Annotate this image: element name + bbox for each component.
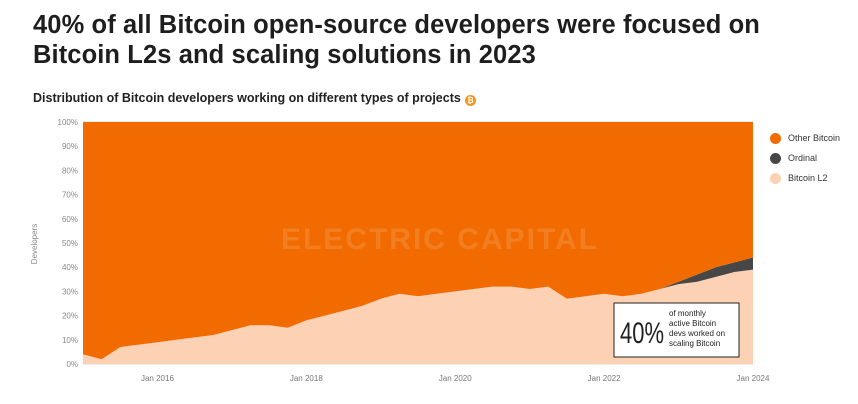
legend-label: Other Bitcoin bbox=[788, 133, 841, 143]
legend-label: Bitcoin L2 bbox=[788, 173, 828, 183]
y-tick-label: 60% bbox=[62, 215, 78, 224]
y-tick-label: 90% bbox=[62, 142, 78, 151]
callout-line-2: active Bitcoin bbox=[669, 319, 716, 328]
callout-frame bbox=[613, 302, 740, 358]
y-axis-ticks: 0% 10% 20% 30% 40% 50% 60% 70% 80% 90% 100% bbox=[58, 118, 78, 369]
y-tick-label: 50% bbox=[62, 239, 78, 248]
legend-swatch-ordinal bbox=[770, 152, 781, 164]
chart-areas bbox=[83, 122, 753, 364]
y-tick-label: 20% bbox=[62, 312, 78, 321]
y-tick-label: 80% bbox=[62, 166, 78, 175]
legend-swatch-bitcoin-l2 bbox=[770, 172, 781, 184]
y-tick-label: 10% bbox=[62, 336, 78, 345]
callout-line-3: devs worked on bbox=[669, 329, 725, 338]
legend-swatch-other-bitcoin bbox=[770, 132, 781, 144]
subtitle-text: Distribution of Bitcoin developers worki… bbox=[33, 91, 461, 105]
bitcoin-icon: ₿ bbox=[464, 95, 476, 106]
x-tick-label: Jan 2022 bbox=[588, 374, 621, 383]
legend-label: Ordinal bbox=[788, 153, 818, 163]
y-tick-label: 100% bbox=[58, 118, 78, 127]
y-tick-label: 70% bbox=[62, 191, 78, 200]
y-tick-label: 40% bbox=[62, 263, 78, 272]
area-bitcoin-l2 bbox=[83, 269, 753, 364]
area-other-bitcoin bbox=[83, 122, 753, 360]
callout-percent: 40% bbox=[620, 317, 664, 350]
y-tick-label: 30% bbox=[62, 287, 78, 296]
watermark: ELECTRIC CAPITAL bbox=[281, 223, 599, 256]
headline: 40% of all Bitcoin open-source developer… bbox=[33, 11, 760, 69]
legend-item-bitcoin-l2: Bitcoin L2 bbox=[770, 168, 840, 188]
callout-line-1: of monthly bbox=[669, 309, 706, 318]
chart-subtitle: Distribution of Bitcoin developers worki… bbox=[33, 91, 476, 106]
x-tick-label: Jan 2024 bbox=[737, 374, 770, 383]
callout-line-4: scaling Bitcoin bbox=[669, 339, 720, 348]
legend: Other Bitcoin Ordinal Bitcoin L2 bbox=[770, 128, 840, 188]
x-tick-label: Jan 2020 bbox=[439, 374, 472, 383]
callout-box: 40% of monthly active Bitcoin devs worke… bbox=[613, 302, 740, 358]
x-axis-ticks: Jan 2016 Jan 2018 Jan 2020 Jan 2022 Jan 2024 bbox=[141, 374, 770, 383]
x-tick-label: Jan 2016 bbox=[141, 374, 174, 383]
legend-item-other-bitcoin: Other Bitcoin bbox=[770, 128, 840, 148]
legend-item-ordinal: Ordinal bbox=[770, 148, 840, 168]
x-tick-label: Jan 2018 bbox=[290, 374, 323, 383]
y-axis-label: Developers bbox=[30, 224, 39, 264]
y-tick-label: 0% bbox=[66, 360, 78, 369]
